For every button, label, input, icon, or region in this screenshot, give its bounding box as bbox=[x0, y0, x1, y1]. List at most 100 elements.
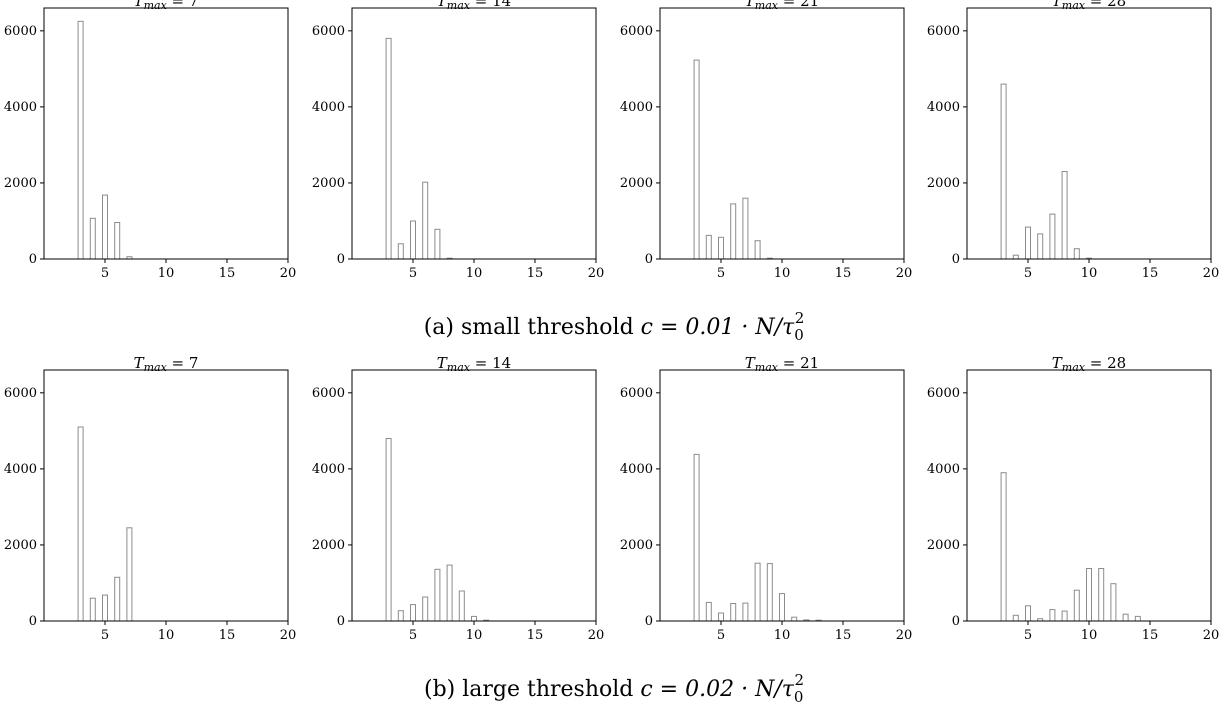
x-tick-label: 5 bbox=[409, 628, 417, 643]
x-tick-label: 10 bbox=[158, 628, 175, 643]
panel-b-3: 5 10 15 20 0 2000 4000 6000 Tmax = 21 bbox=[620, 354, 912, 643]
y-tick-label: 6000 bbox=[312, 386, 345, 401]
panel-title: Tmax = 21 bbox=[745, 0, 819, 12]
y-tick-label: 4000 bbox=[4, 462, 37, 477]
bar bbox=[742, 602, 749, 622]
bar bbox=[1000, 472, 1007, 622]
x-tick-label: 5 bbox=[717, 266, 725, 281]
bar bbox=[397, 243, 404, 260]
bar bbox=[730, 203, 737, 260]
bar bbox=[422, 181, 429, 260]
x-tick-label: 5 bbox=[409, 266, 417, 281]
bar bbox=[1086, 568, 1092, 622]
panel-title: Tmax = 14 bbox=[437, 354, 511, 374]
x-tick-label: 20 bbox=[896, 628, 913, 643]
bar bbox=[1049, 609, 1056, 622]
x-tick-label: 10 bbox=[774, 266, 791, 281]
bar bbox=[434, 568, 441, 622]
panel-title: Tmax = 21 bbox=[745, 354, 819, 374]
y-tick-label: 0 bbox=[337, 252, 345, 267]
y-tick-label: 2000 bbox=[312, 176, 345, 191]
y-tick-label: 0 bbox=[645, 614, 653, 629]
bar bbox=[754, 562, 761, 622]
bar bbox=[114, 576, 121, 622]
bar bbox=[458, 590, 465, 622]
x-tick-label: 20 bbox=[896, 266, 913, 281]
figure-caption: (a) small threshold c = 0.01 · N/τ02 bbox=[424, 309, 805, 344]
y-tick-label: 6000 bbox=[312, 24, 345, 39]
bar bbox=[89, 217, 96, 260]
bar bbox=[1061, 171, 1068, 260]
panel-a-4: 5 10 15 20 0 2000 4000 6000 Tmax = 28 bbox=[927, 0, 1219, 281]
x-tick-label: 15 bbox=[527, 628, 544, 643]
y-tick-label: 4000 bbox=[927, 462, 960, 477]
y-tick-label: 6000 bbox=[4, 386, 37, 401]
y-tick-label: 4000 bbox=[927, 100, 960, 115]
panel-title: Tmax = 7 bbox=[134, 0, 199, 12]
y-tick-label: 2000 bbox=[927, 176, 960, 191]
y-tick-label: 4000 bbox=[312, 100, 345, 115]
bar bbox=[779, 593, 785, 622]
x-tick-label: 15 bbox=[835, 628, 852, 643]
bar bbox=[1012, 254, 1019, 260]
bar bbox=[730, 603, 737, 622]
y-tick-label: 6000 bbox=[927, 386, 960, 401]
bar bbox=[718, 612, 724, 622]
x-tick-label: 15 bbox=[835, 266, 852, 281]
bar bbox=[1025, 226, 1031, 260]
bar bbox=[705, 601, 712, 622]
panel-b-1: 5 10 15 20 0 2000 4000 6000 Tmax = 7 bbox=[4, 354, 296, 643]
y-tick-label: 4000 bbox=[620, 462, 653, 477]
x-tick-label: 20 bbox=[588, 628, 605, 643]
y-tick-label: 0 bbox=[645, 252, 653, 267]
bar bbox=[397, 610, 404, 622]
x-tick-label: 5 bbox=[101, 266, 109, 281]
bar bbox=[1110, 583, 1117, 622]
x-tick-label: 10 bbox=[466, 628, 483, 643]
bar bbox=[1049, 213, 1056, 260]
bar bbox=[1061, 610, 1068, 622]
bar bbox=[754, 240, 761, 260]
y-tick-label: 2000 bbox=[312, 538, 345, 553]
x-tick-label: 10 bbox=[466, 266, 483, 281]
panel-title: Tmax = 14 bbox=[437, 0, 511, 12]
x-tick-label: 20 bbox=[1203, 266, 1220, 281]
bar bbox=[1012, 614, 1019, 622]
x-tick-label: 20 bbox=[1203, 628, 1220, 643]
y-tick-label: 6000 bbox=[927, 24, 960, 39]
x-tick-label: 5 bbox=[101, 628, 109, 643]
panel-b-2: 5 10 15 20 0 2000 4000 6000 Tmax = 14 bbox=[312, 354, 604, 643]
bar bbox=[385, 438, 392, 622]
y-tick-label: 0 bbox=[29, 614, 37, 629]
bar bbox=[385, 37, 392, 260]
bar bbox=[434, 228, 441, 260]
bar bbox=[791, 616, 798, 622]
x-tick-label: 15 bbox=[1142, 628, 1159, 643]
bar bbox=[1025, 605, 1031, 622]
y-tick-label: 6000 bbox=[620, 386, 653, 401]
x-tick-label: 15 bbox=[219, 628, 236, 643]
y-tick-label: 4000 bbox=[620, 100, 653, 115]
bar bbox=[1000, 83, 1007, 260]
bar bbox=[446, 564, 453, 622]
x-tick-label: 10 bbox=[1081, 266, 1098, 281]
panel-title: Tmax = 28 bbox=[1052, 0, 1126, 12]
bar bbox=[422, 596, 429, 622]
bar bbox=[126, 527, 133, 622]
bar bbox=[1098, 568, 1105, 622]
y-tick-label: 6000 bbox=[620, 24, 653, 39]
panel-title: Tmax = 7 bbox=[134, 354, 199, 374]
y-tick-label: 6000 bbox=[4, 24, 37, 39]
bar bbox=[1073, 248, 1080, 260]
panel-a-1: 5 10 15 20 0 2000 4000 6000 Tmax = 7 bbox=[4, 0, 296, 281]
x-tick-label: 20 bbox=[280, 628, 297, 643]
bar bbox=[114, 222, 121, 260]
x-tick-label: 10 bbox=[158, 266, 175, 281]
bar bbox=[1134, 615, 1141, 622]
x-tick-label: 15 bbox=[219, 266, 236, 281]
x-tick-label: 20 bbox=[280, 266, 297, 281]
y-tick-label: 2000 bbox=[620, 176, 653, 191]
x-tick-label: 5 bbox=[717, 628, 725, 643]
bar bbox=[742, 197, 749, 260]
